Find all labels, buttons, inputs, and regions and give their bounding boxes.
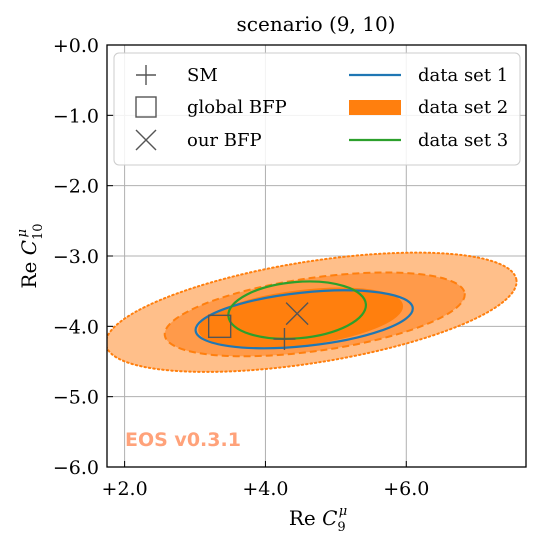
- legend-label: our BFP: [187, 130, 262, 151]
- legend-label: data set 3: [418, 130, 508, 151]
- chart-title: scenario (9, 10): [237, 12, 396, 36]
- legend-swatch-filled: [349, 100, 401, 115]
- legend-label: global BFP: [187, 97, 287, 118]
- legend-box: [113, 52, 521, 166]
- contours: [107, 251, 518, 373]
- watermark: EOS v0.3.1: [125, 429, 241, 451]
- markers: [207, 302, 309, 350]
- y-tick-label: −5.0: [53, 387, 99, 409]
- y-tick-label: +0.0: [53, 35, 99, 57]
- legend-label: data set 1: [418, 65, 508, 86]
- y-ticks: +0.0 −1.0 −2.0 −3.0 −4.0 −5.0 −6.0: [53, 35, 113, 479]
- legend: SM global BFP our BFP data set 1 data set 2 d…: [113, 52, 521, 166]
- x-ticks: +2.0 +4.0 +6.0: [102, 461, 429, 500]
- marker-plus: [273, 327, 296, 350]
- x-tick-label: +2.0: [102, 478, 148, 500]
- legend-label: data set 2: [418, 97, 508, 118]
- legend-label: SM: [187, 65, 218, 86]
- x-tick-label: +4.0: [242, 478, 288, 500]
- x-axis-label: Re C9μ: [289, 504, 347, 533]
- marker-cross: [135, 129, 157, 151]
- y-tick-label: −4.0: [53, 316, 99, 338]
- contour-data-set-3: [227, 280, 368, 340]
- marker-square: [207, 314, 232, 339]
- y-tick-label: −2.0: [53, 176, 99, 198]
- marker-square: [135, 96, 157, 118]
- y-tick-label: −6.0: [53, 457, 99, 479]
- marker-cross: [285, 302, 309, 326]
- marker-plus: [136, 65, 156, 85]
- y-axis-label: Re C10μ: [15, 223, 46, 288]
- x-tick-label: +6.0: [383, 478, 429, 500]
- y-tick-label: −1.0: [53, 105, 99, 127]
- contour-data-set-1: [194, 289, 414, 350]
- y-tick-label: −3.0: [53, 246, 99, 268]
